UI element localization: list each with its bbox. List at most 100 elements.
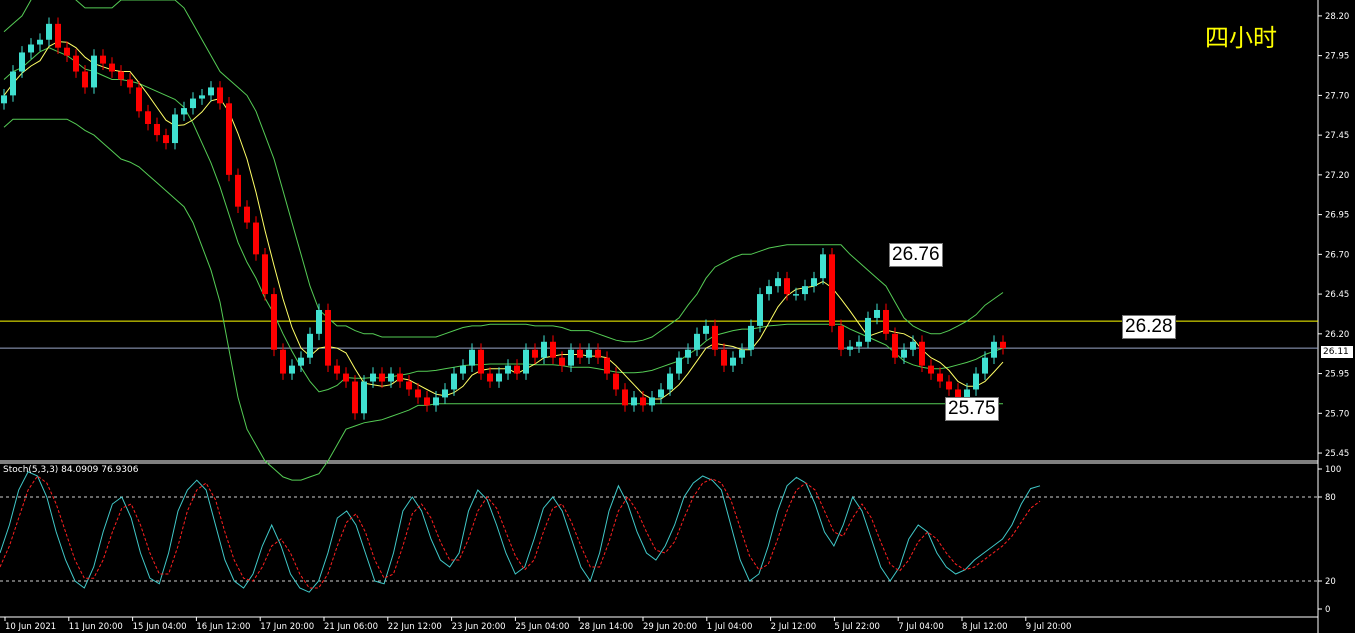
bullish-candle [316,309,322,334]
bearish-candle [613,373,619,390]
bearish-candle [622,389,628,406]
bearish-candle [163,135,169,144]
bullish-candle [388,373,394,382]
bearish-candle [55,23,61,48]
bullish-candle [847,346,853,350]
bullish-candle [775,278,781,287]
bearish-candle [235,174,241,207]
bullish-candle [802,286,808,295]
bearish-candle [343,373,349,382]
bullish-candle [703,325,709,334]
bearish-candle [604,357,610,374]
bullish-candle [739,349,745,358]
bollinger-lower-band [3,118,1003,481]
bearish-candle [937,373,943,382]
time-tick-label: 1 Jul 04:00 [707,622,753,632]
bearish-candle [838,325,844,350]
bullish-candle [658,389,664,398]
time-tick-label: 2 Jul 12:00 [771,622,817,632]
bullish-candle [28,44,34,53]
bullish-candle [10,71,16,96]
bullish-candle [685,349,691,358]
bearish-candle [100,55,106,64]
bearish-candle [487,373,493,382]
time-tick-label: 5 Jul 22:00 [834,622,880,632]
bullish-candle [649,397,655,406]
bullish-candle [586,349,592,358]
bullish-candle [289,365,295,374]
bullish-candle [748,325,754,350]
resistance-price-annotation: 26.28 [1122,315,1176,339]
bullish-candle [307,333,313,358]
bullish-candle [370,373,376,382]
bullish-candle [505,365,511,374]
bullish-candle [793,294,799,296]
bullish-candle [298,357,304,366]
timeframe-label: 四小时 [1205,24,1277,52]
price-tick-label: 26.70 [1325,250,1349,260]
time-tick-label: 17 Jun 20:00 [260,622,314,632]
bullish-candle [811,278,817,287]
bearish-candle [352,381,358,414]
bullish-candle [469,349,475,366]
bullish-candle [757,294,763,326]
price-tick-label: 25.70 [1325,409,1349,419]
bearish-candle [919,341,925,366]
bullish-candle [964,389,970,398]
bearish-candle [577,349,583,358]
bullish-candle [667,373,673,390]
bearish-candle [532,349,538,358]
bearish-candle [127,79,133,88]
bullish-candle [910,341,916,350]
price-tick-label: 27.20 [1325,171,1349,181]
price-tick-label: 25.95 [1325,370,1349,380]
bearish-candle [325,309,331,366]
bearish-candle [64,47,70,56]
stoch-tick-label: 100 [1325,465,1341,475]
bullish-candle [856,341,862,347]
bullish-candle [820,254,826,279]
bearish-candle [379,373,385,382]
bearish-candle [892,333,898,358]
high-price-annotation: 26.76 [889,243,943,267]
bearish-candle [262,254,268,295]
bullish-candle [991,341,997,358]
stoch-tick-label: 80 [1325,493,1336,503]
time-tick-label: 15 Jun 04:00 [133,622,187,632]
time-tick-label: 16 Jun 12:00 [196,622,250,632]
bullish-candle [91,55,97,88]
bearish-candle [109,63,115,72]
bearish-candle [82,71,88,88]
bearish-candle [559,357,565,366]
bullish-candle [982,357,988,374]
bullish-candle [199,95,205,99]
price-tick-label: 26.20 [1325,330,1349,340]
bullish-candle [1,95,7,104]
price-tick-label: 27.45 [1325,131,1349,141]
time-tick-label: 11 Jun 20:00 [69,622,123,632]
bearish-candle [424,397,430,406]
time-tick-label: 25 Jun 04:00 [515,622,569,632]
bollinger-upper-band [3,0,1004,343]
bearish-candle [883,309,889,334]
bullish-candle [676,357,682,374]
bullish-candle [181,108,187,115]
bullish-candle [523,349,529,374]
bearish-candle [721,349,727,366]
bearish-candle [712,325,718,350]
bollinger-middle-band [3,47,1004,393]
time-tick-label: 21 Jun 06:00 [324,622,378,632]
bullish-candle [901,349,907,358]
bullish-candle [37,39,43,45]
bullish-candle [694,333,700,350]
bearish-candle [784,278,790,295]
price-tick-label: 27.70 [1325,91,1349,101]
price-tick-label: 26.45 [1325,290,1349,300]
bullish-candle [541,341,547,358]
bullish-candle [46,23,52,40]
time-tick-label: 9 Jul 20:00 [1026,622,1072,632]
stoch-main-line [0,471,1041,593]
price-tick-label: 25.45 [1325,449,1349,459]
bearish-candle [118,71,124,80]
